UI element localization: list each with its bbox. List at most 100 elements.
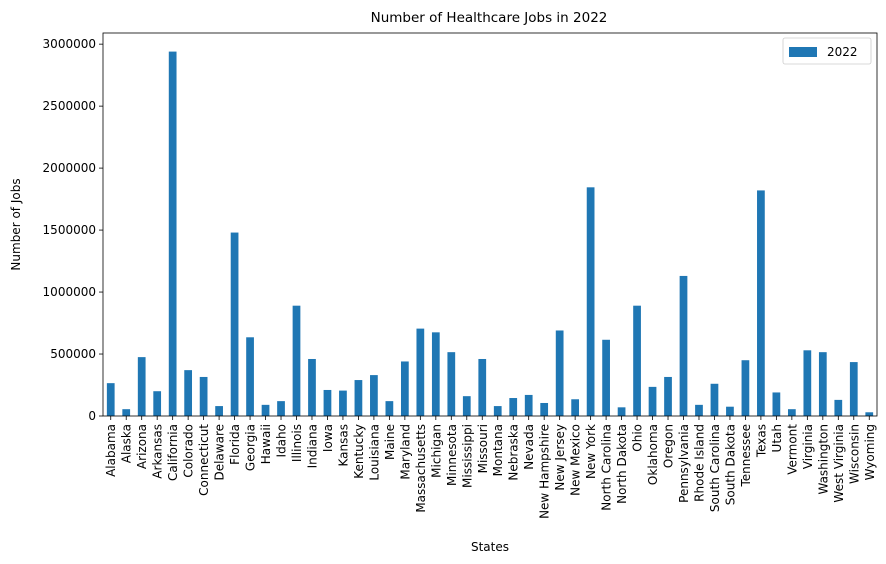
x-tick-label: Massachusetts bbox=[414, 424, 428, 513]
legend-swatch bbox=[789, 47, 817, 57]
y-axis-label: Number of Jobs bbox=[9, 178, 23, 270]
x-tick-label: Ohio bbox=[631, 424, 645, 452]
plot-frame bbox=[102, 32, 878, 417]
x-tick-label: Utah bbox=[770, 424, 784, 452]
bar-indiana bbox=[308, 358, 316, 416]
bar-delaware bbox=[215, 406, 223, 416]
x-tick-label: Indiana bbox=[305, 424, 319, 468]
bar-new-york bbox=[586, 187, 595, 416]
x-tick-label: Maine bbox=[383, 424, 397, 460]
bar-south-carolina bbox=[710, 383, 719, 416]
bar-rhode-island bbox=[695, 404, 703, 416]
bar-south-dakota bbox=[726, 406, 734, 416]
bar-washington bbox=[818, 352, 827, 416]
bar-kansas bbox=[339, 390, 347, 416]
x-tick-label: New Jersey bbox=[553, 424, 567, 491]
x-tick-label: Iowa bbox=[321, 424, 335, 452]
bar-arizona bbox=[137, 357, 146, 416]
bar-louisiana bbox=[370, 375, 378, 416]
x-tick-label: South Carolina bbox=[708, 424, 722, 512]
bar-utah bbox=[772, 392, 781, 416]
x-tick-label: Maryland bbox=[398, 424, 412, 480]
bar-georgia bbox=[246, 337, 254, 416]
x-tick-label: Delaware bbox=[213, 424, 227, 481]
bar-vermont bbox=[787, 409, 796, 416]
bar-wyoming bbox=[865, 412, 874, 416]
x-tick-label: Pennsylvania bbox=[677, 424, 691, 503]
bar-nevada bbox=[524, 394, 533, 416]
y-tick-label: 0 bbox=[88, 409, 96, 423]
bar-maryland bbox=[400, 361, 409, 416]
x-tick-label: Alaska bbox=[120, 424, 134, 463]
x-tick-label: Nevada bbox=[522, 424, 536, 470]
bars bbox=[106, 51, 874, 417]
bar-north-carolina bbox=[602, 339, 610, 416]
bar-tennessee bbox=[741, 360, 750, 416]
x-tick-label: Michigan bbox=[429, 424, 443, 478]
x-tick-label: Texas bbox=[754, 424, 768, 458]
x-tick-label: Nebraska bbox=[507, 424, 521, 481]
x-tick-label: New Hampshire bbox=[538, 424, 552, 519]
y-tick-label: 2000000 bbox=[43, 161, 96, 175]
bar-missouri bbox=[478, 358, 487, 416]
x-tick-label: Virginia bbox=[801, 424, 815, 469]
bar-iowa bbox=[323, 389, 332, 416]
x-tick-label: Rhode Island bbox=[692, 424, 706, 502]
y-axis-ticks: 0 500000 1000000 1500000 2000000 2500000 30000… bbox=[43, 37, 103, 423]
bar-minnesota bbox=[447, 352, 456, 416]
y-tick-label: 2500000 bbox=[43, 99, 96, 113]
y-tick-label: 3000000 bbox=[43, 37, 96, 51]
bar-mississippi bbox=[462, 396, 471, 416]
x-tick-label: West Virginia bbox=[832, 424, 846, 503]
x-tick-label: Tennessee bbox=[739, 424, 753, 488]
x-tick-label: Arkansas bbox=[151, 424, 165, 479]
bar-alabama bbox=[106, 383, 115, 416]
x-tick-label: Kansas bbox=[336, 424, 350, 466]
x-tick-label: Colorado bbox=[182, 424, 196, 478]
x-tick-label: Hawaii bbox=[259, 424, 273, 464]
bar-nebraska bbox=[509, 398, 518, 416]
x-axis-ticks: Alabama Alaska Arizona Arkansas California Co… bbox=[104, 416, 877, 519]
x-tick-label: North Carolina bbox=[600, 424, 614, 511]
x-tick-label: California bbox=[166, 424, 180, 481]
x-tick-label: Louisiana bbox=[367, 424, 381, 481]
x-tick-label: Vermont bbox=[785, 424, 799, 475]
x-tick-label: Oregon bbox=[662, 424, 676, 468]
bar-new-hampshire bbox=[540, 402, 549, 416]
bar-michigan bbox=[431, 332, 440, 416]
x-tick-label: New York bbox=[584, 424, 598, 479]
bar-florida bbox=[230, 232, 239, 416]
x-tick-label: Oklahoma bbox=[646, 424, 660, 485]
bar-connecticut bbox=[199, 376, 208, 416]
bar-ohio bbox=[633, 305, 641, 416]
x-tick-label: Florida bbox=[228, 424, 242, 465]
y-tick-label: 500000 bbox=[50, 347, 96, 361]
bar-kentucky bbox=[354, 380, 363, 416]
bar-hawaii bbox=[261, 404, 270, 416]
x-tick-label: Missouri bbox=[476, 424, 490, 473]
y-tick-label: 1000000 bbox=[43, 285, 96, 299]
x-tick-label: Mississippi bbox=[460, 424, 474, 488]
bar-wisconsin bbox=[849, 362, 858, 416]
x-tick-label: Kentucky bbox=[352, 424, 366, 479]
legend-entry: 2022 bbox=[827, 45, 858, 59]
legend: 2022 bbox=[782, 37, 872, 65]
bar-texas bbox=[757, 190, 765, 416]
x-tick-label: South Dakota bbox=[723, 424, 737, 505]
x-tick-label: Alabama bbox=[104, 424, 118, 477]
bar-california bbox=[168, 51, 177, 417]
chart-title: Number of Healthcare Jobs in 2022 bbox=[371, 10, 608, 26]
bar-pennsylvania bbox=[679, 275, 688, 416]
bar-oklahoma bbox=[648, 386, 657, 416]
x-tick-label: Washington bbox=[816, 424, 830, 495]
x-tick-label: New Mexico bbox=[569, 424, 583, 496]
x-tick-label: Wisconsin bbox=[847, 424, 861, 484]
x-axis-label: States bbox=[471, 540, 509, 554]
y-tick-label: 1500000 bbox=[43, 223, 96, 237]
bar-colorado bbox=[184, 370, 193, 416]
x-tick-label: Connecticut bbox=[197, 424, 211, 496]
bar-virginia bbox=[803, 350, 812, 416]
bar-idaho bbox=[277, 401, 285, 416]
x-tick-label: Montana bbox=[491, 424, 505, 476]
